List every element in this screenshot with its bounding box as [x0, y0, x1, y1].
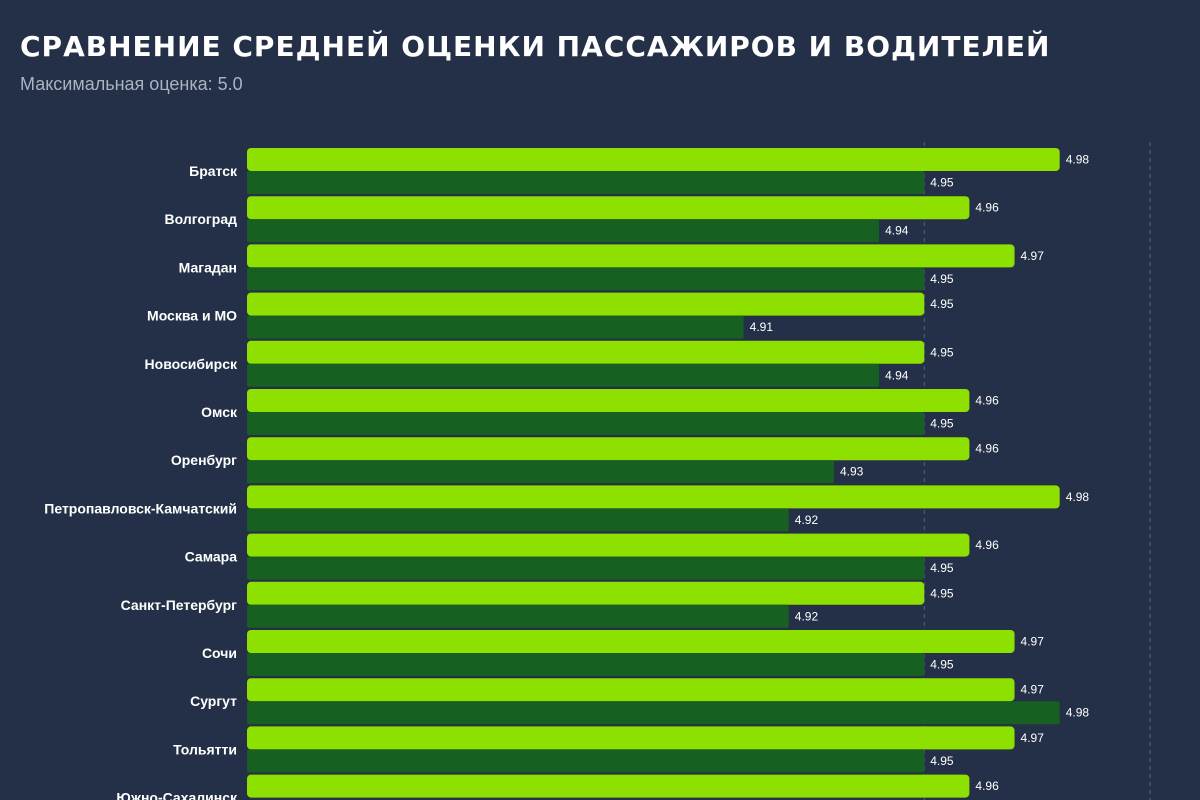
bar-series-2 — [247, 315, 744, 339]
category-label: Самара — [185, 549, 238, 565]
category-label: Омск — [201, 404, 238, 420]
value-label: 4.94 — [885, 368, 909, 382]
category-label: Сургут — [190, 693, 237, 709]
category-label: Москва и МО — [147, 308, 237, 324]
bar-series-1 — [247, 292, 925, 316]
value-label: 4.95 — [930, 561, 954, 575]
bar-series-2 — [247, 460, 834, 484]
bar-series-1 — [247, 678, 1015, 702]
bar-series-2 — [247, 508, 789, 532]
category-label: Санкт-Петербург — [121, 597, 238, 613]
value-label: 4.95 — [930, 754, 954, 768]
value-label: 4.95 — [930, 272, 954, 286]
chart-title: СРАВНЕНИЕ СРЕДНЕЙ ОЦЕНКИ ПАССАЖИРОВ И ВО… — [20, 30, 1051, 63]
value-label: 4.97 — [1021, 731, 1045, 745]
bar-series-2 — [247, 556, 925, 580]
bar-series-2 — [247, 363, 880, 387]
bar-series-1 — [247, 340, 925, 364]
bar-series-2 — [247, 412, 925, 435]
bar-series-1 — [247, 437, 970, 461]
bar-series-2 — [247, 749, 925, 773]
value-label: 4.96 — [975, 538, 999, 552]
value-label: 4.98 — [1066, 153, 1090, 167]
bar-series-2 — [247, 653, 925, 676]
bar-series-2 — [247, 267, 925, 291]
category-label: Сочи — [202, 645, 237, 661]
category-label: Волгоград — [165, 211, 238, 227]
category-label: Братск — [189, 163, 238, 179]
value-label: 4.95 — [930, 417, 954, 431]
value-label: 4.95 — [930, 297, 954, 311]
category-label: Новосибирск — [145, 356, 238, 372]
category-label: Тольятти — [173, 741, 237, 757]
value-label: 4.98 — [1066, 706, 1090, 720]
value-label: 4.95 — [930, 658, 954, 672]
bar-series-1 — [247, 774, 970, 798]
chart-subtitle: Максимальная оценка: 5.0 — [20, 74, 243, 94]
value-label: 4.97 — [1021, 635, 1045, 649]
bar-series-1 — [247, 726, 1015, 750]
value-label: 4.96 — [975, 201, 999, 215]
value-label: 4.92 — [795, 609, 819, 623]
value-label: 4.95 — [930, 586, 954, 600]
bar-series-1 — [247, 533, 970, 557]
bar-series-1 — [247, 196, 970, 220]
value-label: 4.98 — [1066, 490, 1090, 504]
category-label: Оренбург — [171, 452, 237, 468]
value-label: 4.95 — [930, 176, 954, 190]
bar-series-1 — [247, 581, 925, 605]
value-label: 4.96 — [975, 779, 999, 793]
category-label: Магадан — [179, 259, 237, 275]
category-label: Петропавловск-Камчатский — [44, 500, 237, 516]
bar-series-1 — [247, 630, 1015, 653]
bar-series-1 — [247, 244, 1015, 268]
value-label: 4.93 — [840, 465, 864, 479]
bar-series-2 — [247, 219, 880, 243]
bar-series-2 — [247, 171, 925, 194]
bar-series-1 — [247, 389, 970, 412]
value-label: 4.92 — [795, 513, 819, 527]
value-label: 4.97 — [1021, 683, 1045, 697]
value-label: 4.96 — [975, 442, 999, 456]
bar-series-2 — [247, 604, 789, 628]
category-label: Южно-Сахалинск — [116, 790, 238, 800]
value-label: 4.97 — [1021, 249, 1045, 263]
bar-series-1 — [247, 148, 1060, 171]
bar-series-2 — [247, 701, 1060, 725]
value-label: 4.91 — [750, 320, 774, 334]
bar-series-1 — [247, 485, 1060, 509]
value-label: 4.96 — [975, 394, 999, 408]
value-label: 4.95 — [930, 345, 954, 359]
value-label: 4.94 — [885, 224, 909, 238]
